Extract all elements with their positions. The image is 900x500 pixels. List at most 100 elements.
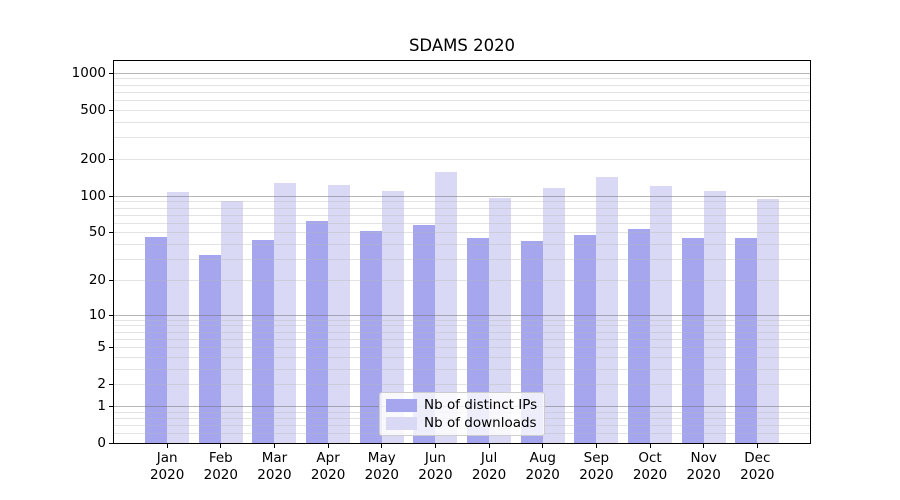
- minor-gridline: [114, 319, 810, 321]
- y-tick-mark: [109, 314, 113, 316]
- x-tick-year: 2020: [740, 466, 775, 483]
- y-tick-mark: [109, 195, 113, 197]
- bar-downloads-sep: [596, 176, 619, 444]
- legend-label-downloads: Nb of downloads: [424, 415, 537, 431]
- minor-gridline: [114, 78, 810, 80]
- x-tick-mark: [327, 444, 329, 448]
- legend-entry-distinct-ips: Nb of distinct IPs: [386, 397, 538, 413]
- x-tick-year: 2020: [632, 466, 668, 483]
- bar-distinct-ips-sep: [574, 234, 597, 444]
- x-tick-label: May 2020: [350, 450, 414, 483]
- bar-downloads-may: [381, 190, 404, 444]
- x-tick-label: Dec 2020: [725, 450, 789, 483]
- x-tick-label: Mar 2020: [242, 450, 306, 483]
- x-tick-month: Nov: [690, 450, 717, 466]
- x-tick-year: 2020: [418, 466, 453, 483]
- bar-downloads-dec: [757, 199, 780, 444]
- bar-downloads-apr: [328, 185, 351, 444]
- legend-swatch-downloads: [386, 416, 417, 430]
- y-tick-label: 0: [97, 435, 106, 451]
- minor-gridline: [114, 207, 810, 209]
- x-tick-year: 2020: [149, 466, 185, 483]
- y-tick-mark: [109, 443, 113, 444]
- minor-gridline: [114, 91, 810, 93]
- bar-distinct-ips-feb: [198, 254, 221, 444]
- legend-label-distinct-ips: Nb of distinct IPs: [424, 397, 538, 413]
- x-tick-label: Oct 2020: [618, 450, 682, 483]
- y-tick-mark: [109, 232, 113, 234]
- bar-downloads-nov: [703, 190, 726, 444]
- minor-gridline: [114, 84, 810, 86]
- bar-distinct-ips-jan: [145, 237, 168, 444]
- minor-gridline: [114, 100, 810, 102]
- bar-distinct-ips-oct: [628, 228, 651, 444]
- y-tick-label: 5: [97, 338, 106, 355]
- y-tick-mark: [109, 109, 113, 111]
- x-tick-month: Sep: [583, 450, 610, 466]
- minor-gridline: [114, 356, 810, 358]
- minor-gridline: [114, 384, 810, 386]
- x-tick-label: Jan 2020: [135, 450, 199, 483]
- x-tick-month: May: [367, 450, 396, 466]
- x-tick-year: 2020: [686, 466, 721, 483]
- y-tick-mark: [109, 384, 113, 386]
- y-tick-label: 10: [88, 306, 106, 323]
- minor-gridline: [114, 137, 810, 139]
- chart-title: SDAMS 2020: [408, 36, 516, 55]
- minor-gridline: [114, 121, 810, 123]
- major-gridline: [114, 314, 810, 316]
- bar-downloads-jun: [435, 171, 458, 444]
- minor-gridline: [114, 244, 810, 245]
- bar-downloads-jan: [167, 191, 190, 444]
- y-tick-label: 50: [88, 224, 106, 241]
- x-tick-year: 2020: [203, 466, 238, 483]
- x-tick-month: Aug: [529, 450, 556, 466]
- x-tick-year: 2020: [525, 466, 560, 483]
- minor-gridline: [114, 232, 810, 234]
- minor-gridline: [114, 201, 810, 203]
- minor-gridline: [114, 331, 810, 333]
- y-tick-label: 1000: [71, 64, 106, 81]
- x-tick-mark: [756, 444, 758, 448]
- x-tick-label: Feb 2020: [189, 450, 253, 483]
- y-tick-label: 200: [80, 150, 106, 167]
- x-tick-mark: [381, 444, 383, 448]
- plot-area: [113, 60, 811, 444]
- y-tick-label: 20: [88, 271, 106, 288]
- major-gridline: [114, 72, 810, 74]
- major-gridline: [114, 195, 810, 197]
- minor-gridline: [114, 325, 810, 327]
- bar-downloads-mar: [274, 182, 297, 444]
- x-tick-mark: [488, 444, 490, 448]
- y-tick-label: 2: [97, 376, 106, 393]
- minor-gridline: [114, 222, 810, 224]
- x-tick-label: Apr 2020: [296, 450, 360, 483]
- x-tick-month: Jul: [480, 450, 498, 466]
- y-tick-label: 100: [80, 187, 106, 204]
- minor-gridline: [114, 279, 810, 281]
- bar-downloads-feb: [220, 200, 243, 444]
- x-tick-month: Apr: [316, 450, 340, 466]
- x-tick-label: Sep 2020: [564, 450, 628, 483]
- x-tick-mark: [273, 444, 275, 448]
- x-tick-mark: [542, 444, 544, 448]
- minor-gridline: [114, 258, 810, 260]
- bar-distinct-ips-nov: [681, 238, 704, 444]
- x-tick-year: 2020: [579, 466, 614, 483]
- y-tick-label: 500: [80, 101, 106, 118]
- x-tick-month: Mar: [261, 450, 288, 466]
- x-tick-label: Nov 2020: [672, 450, 736, 483]
- y-tick-mark: [109, 158, 113, 160]
- y-tick-mark: [109, 279, 113, 281]
- x-tick-mark: [595, 444, 597, 448]
- x-tick-month: Jun: [424, 450, 446, 466]
- x-tick-year: 2020: [471, 466, 507, 483]
- x-tick-month: Jan: [156, 450, 178, 466]
- legend-swatch-distinct-ips: [386, 398, 417, 412]
- x-tick-mark: [166, 444, 168, 448]
- legend: Nb of distinct IPs Nb of downloads: [379, 392, 545, 436]
- minor-gridline: [114, 109, 810, 111]
- x-tick-label: Jun 2020: [403, 450, 467, 483]
- x-tick-month: Feb: [208, 450, 233, 466]
